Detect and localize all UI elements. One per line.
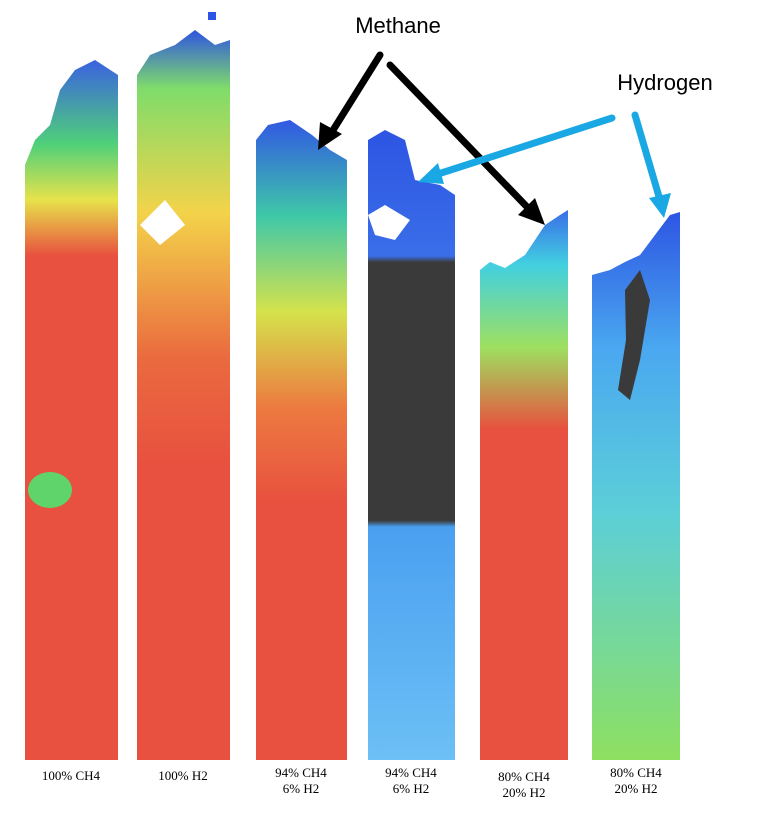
arrow-head <box>518 198 545 225</box>
panel-caption: 20% H2 <box>615 781 658 796</box>
panel-caption: 6% H2 <box>283 781 319 796</box>
panel-image <box>368 130 455 760</box>
arrow-head <box>649 193 671 218</box>
panel-caption: 100% H2 <box>158 768 207 783</box>
panel-image <box>137 30 230 760</box>
panel-caption: 94% CH4 <box>275 765 327 780</box>
arrow <box>326 51 384 139</box>
panel-caption: 20% H2 <box>503 785 546 800</box>
panel-image <box>256 120 347 760</box>
annotation: Methane <box>355 13 441 38</box>
panel-image <box>480 210 568 760</box>
panel-caption: 80% CH4 <box>610 765 662 780</box>
arrows <box>318 51 671 225</box>
panel-caption: 6% H2 <box>393 781 429 796</box>
panel-image <box>618 270 650 400</box>
arrow <box>386 61 534 214</box>
annotation: Hydrogen <box>617 70 712 95</box>
arrow-head <box>318 122 342 150</box>
panel-image <box>25 60 118 760</box>
panel-caption: 80% CH4 <box>498 769 550 784</box>
arrow <box>631 111 664 204</box>
simulation-panels <box>25 12 680 760</box>
panel-caption: 94% CH4 <box>385 765 437 780</box>
arrow-head <box>418 163 444 184</box>
panel-image <box>208 12 216 20</box>
panel-image <box>140 200 185 245</box>
panel-image <box>368 205 410 240</box>
panel-image <box>28 472 72 508</box>
panel-caption: 100% CH4 <box>42 768 101 783</box>
panel-image <box>592 212 680 760</box>
arrow <box>431 114 616 179</box>
